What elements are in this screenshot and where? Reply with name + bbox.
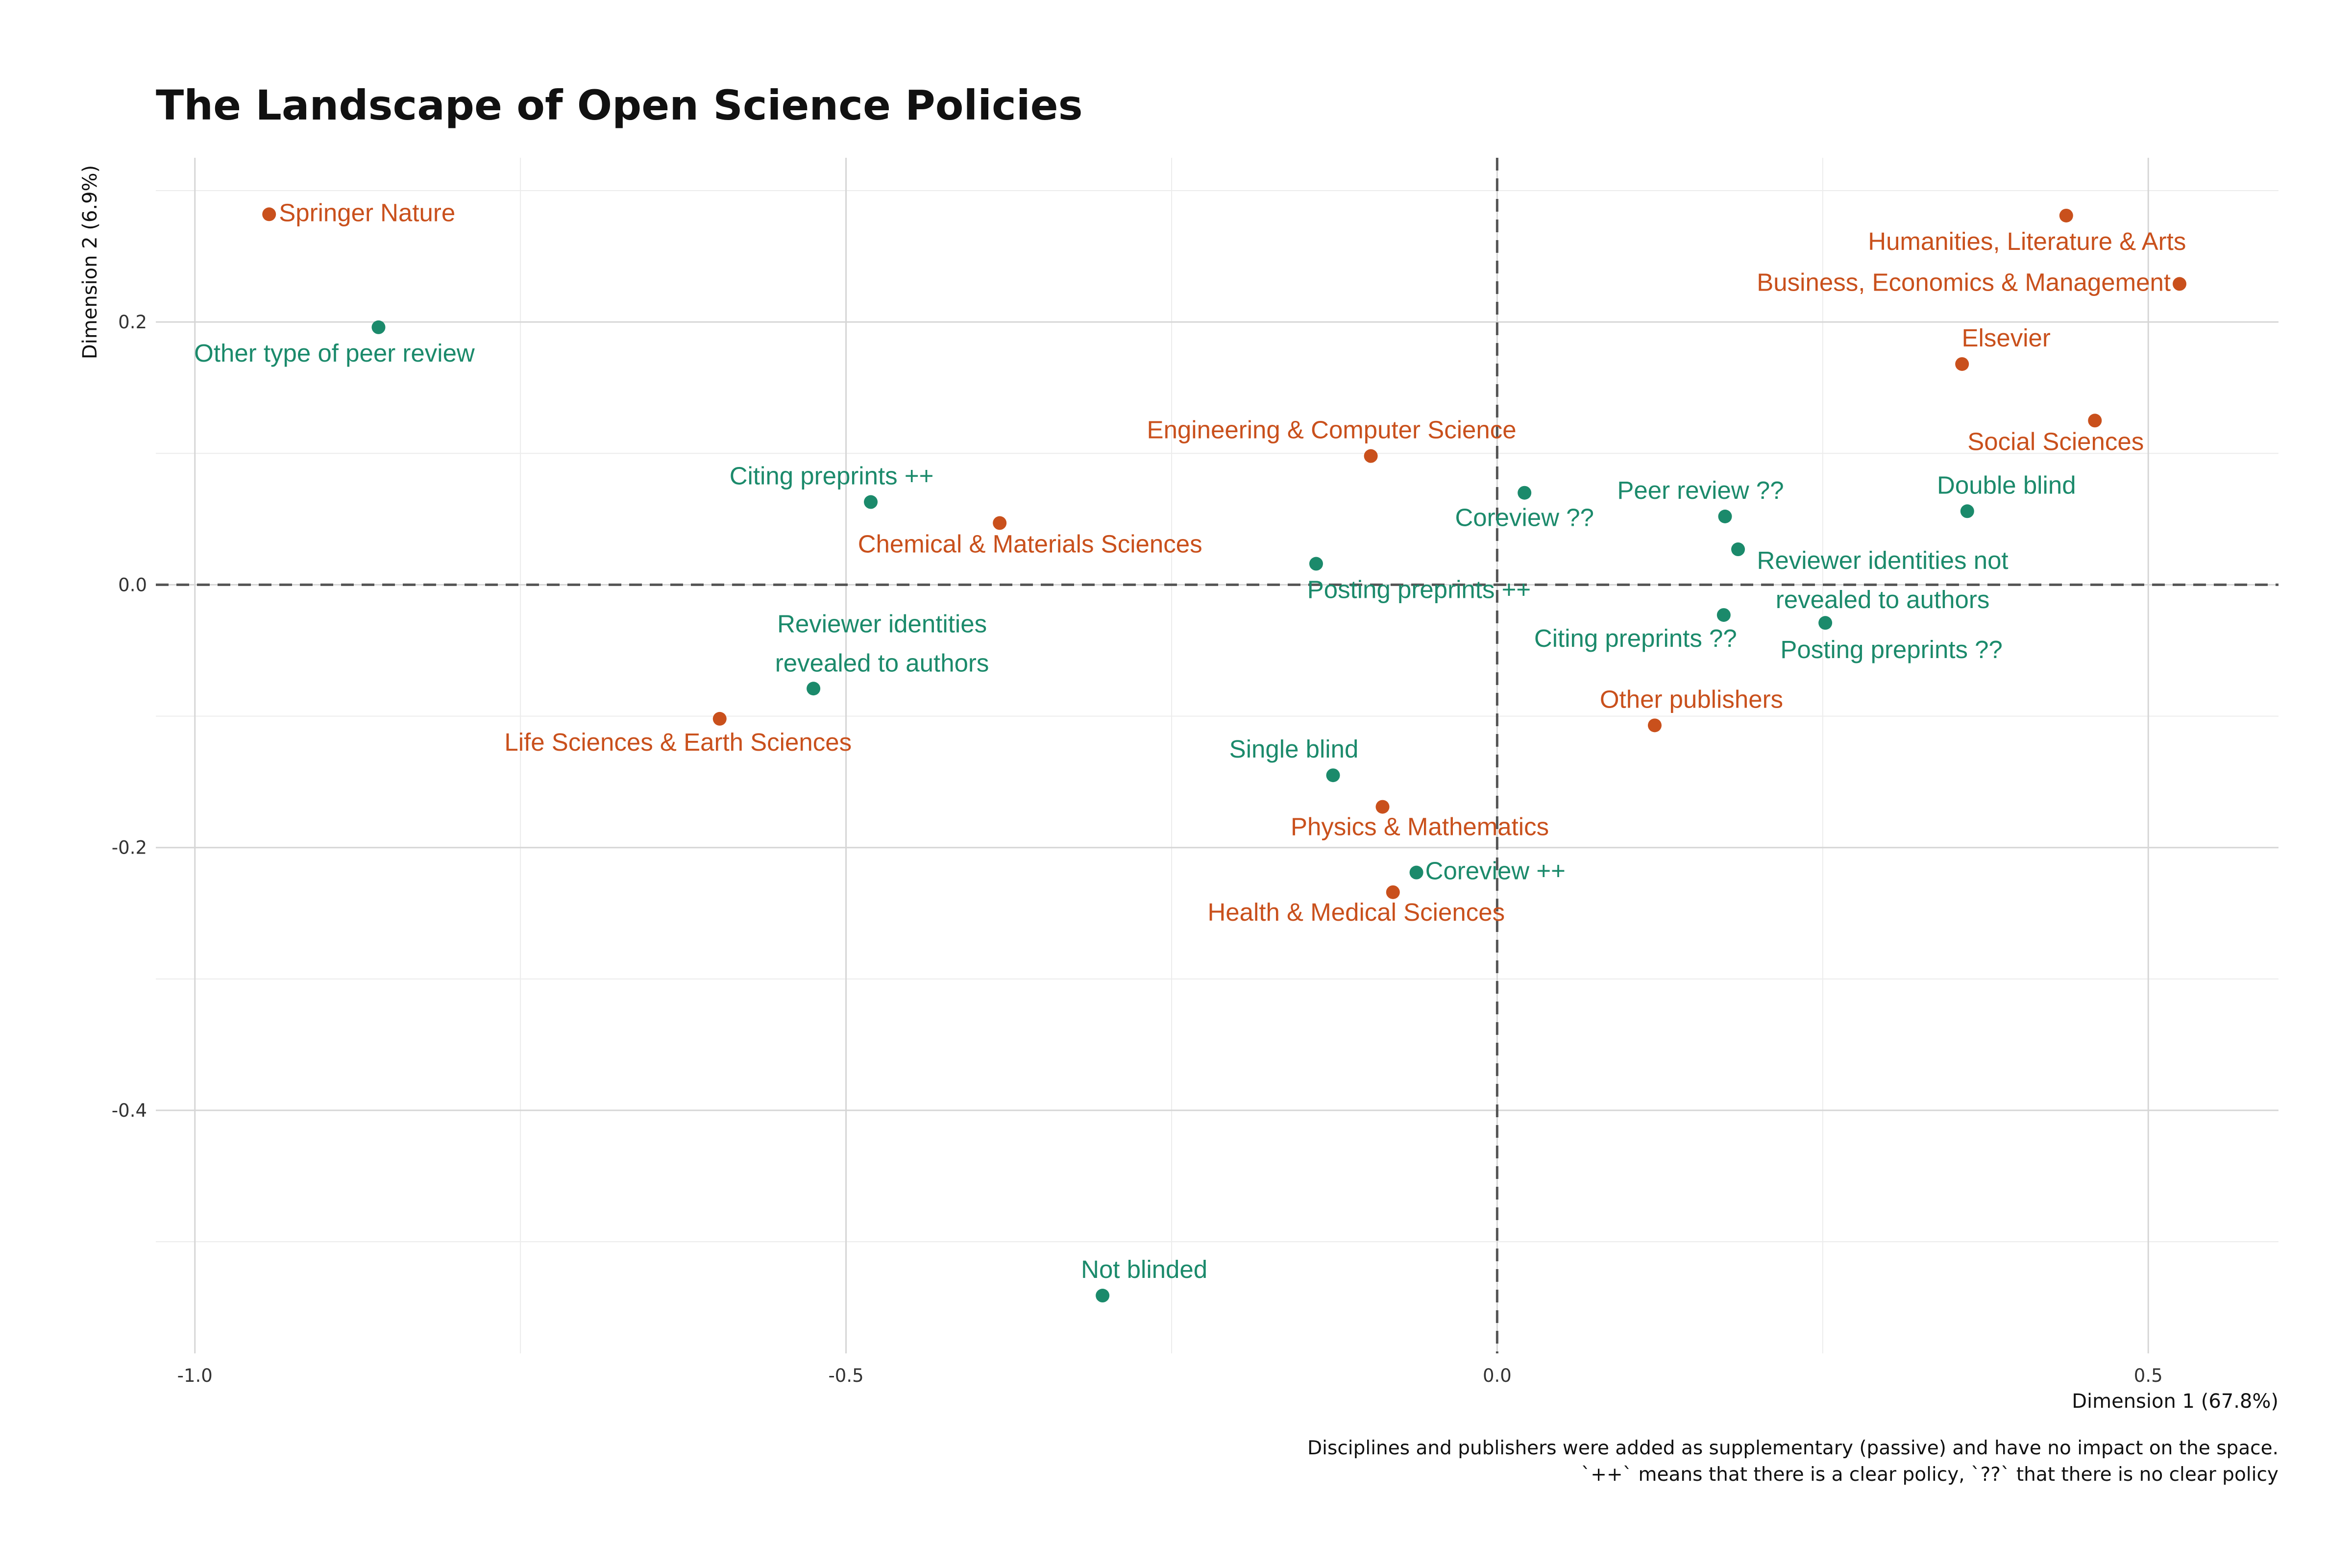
data-point (371, 320, 386, 334)
y-tick-label: -0.4 (112, 1100, 147, 1121)
point-label: Physics & Mathematics (1291, 813, 1549, 841)
chart-title: The Landscape of Open Science Policies (156, 81, 1083, 129)
data-point (1375, 800, 1390, 814)
point-label: Posting preprints ++ (1307, 576, 1531, 604)
point-label: Double blind (1937, 471, 2076, 499)
point-label: Single blind (1229, 735, 1359, 763)
point-label: Peer review ?? (1617, 476, 1784, 504)
point-label: Chemical & Materials Sciences (858, 530, 1202, 558)
data-point (1096, 1289, 1110, 1303)
x-tick-label: -0.5 (828, 1365, 863, 1386)
y-axis-ticks: -0.4 -0.2 0.0 0.2 (112, 312, 147, 1121)
x-tick-label: 0.5 (2134, 1365, 2163, 1386)
point-labels: Springer Nature Other type of peer review… (194, 198, 2186, 1283)
y-tick-label: 0.2 (118, 312, 147, 333)
data-point (1818, 616, 1833, 630)
point-label: Citing preprints ?? (1534, 624, 1737, 652)
data-point (2173, 277, 2187, 291)
point-label: Other publishers (1600, 685, 1783, 713)
data-points (262, 207, 2187, 1303)
point-label: Coreview ?? (1455, 504, 1593, 532)
grid (156, 158, 2278, 1353)
data-point (2059, 208, 2073, 222)
point-label: Springer Nature (279, 198, 455, 226)
y-axis-title: Dimension 2 (6.9%) (79, 165, 101, 359)
point-label: Not blinded (1081, 1255, 1207, 1283)
data-point (864, 495, 878, 509)
point-label: Coreview ++ (1425, 857, 1566, 885)
point-label: Life Sciences & Earth Sciences (504, 728, 852, 756)
point-label: Health & Medical Sciences (1207, 898, 1505, 926)
reference-lines (156, 158, 2278, 1353)
point-label: Reviewer identities revealed to authors (775, 610, 989, 677)
data-point (1386, 885, 1400, 899)
point-label: Posting preprints ?? (1780, 636, 2003, 663)
point-label: Reviewer identities not revealed to autho… (1757, 546, 2009, 613)
point-label: Social Sciences (1967, 427, 2144, 455)
data-point (1409, 865, 1423, 880)
data-point (993, 516, 1007, 530)
data-point (1326, 768, 1340, 783)
caption-line-1: Disciplines and publishers were added as… (1307, 1437, 2278, 1459)
x-axis-title: Dimension 1 (67.8%) (2072, 1390, 2278, 1413)
data-point (1716, 608, 1731, 622)
x-tick-label: 0.0 (1483, 1365, 1512, 1386)
data-point (262, 207, 276, 221)
y-tick-label: -0.2 (112, 837, 147, 858)
x-axis-ticks: -1.0 -0.5 0.0 0.5 (177, 1365, 2163, 1386)
data-point (1309, 557, 1323, 571)
data-point (2088, 414, 2102, 428)
data-point (1955, 357, 1969, 371)
data-point (807, 682, 821, 696)
data-point (712, 711, 727, 726)
data-point (1718, 510, 1732, 523)
data-point (1647, 718, 1662, 733)
point-label: Business, Economics & Management (1757, 268, 2171, 296)
point-label: Elsevier (1961, 324, 2050, 352)
data-point (1364, 449, 1378, 463)
data-point (1518, 486, 1532, 500)
x-tick-label: -1.0 (177, 1365, 213, 1386)
data-point (1731, 542, 1745, 557)
point-label: Other type of peer review (194, 339, 475, 367)
caption-line-2: `++` means that there is a clear policy,… (1581, 1464, 2278, 1486)
point-label: Engineering & Computer Science (1147, 416, 1517, 444)
y-tick-label: 0.0 (118, 574, 147, 595)
point-label: Humanities, Literature & Arts (1868, 227, 2186, 255)
data-point (1960, 504, 1974, 518)
point-label: Citing preprints ++ (730, 462, 934, 490)
